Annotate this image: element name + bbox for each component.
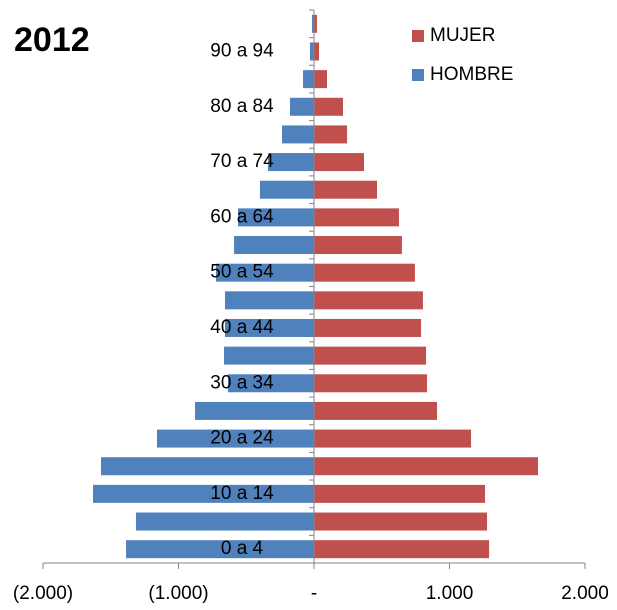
- bar: [237, 208, 314, 227]
- bar: [314, 236, 402, 255]
- x-tick-label: 2.000: [561, 583, 609, 604]
- bar: [314, 457, 538, 476]
- y-tick-label: 0 a 4: [221, 538, 264, 559]
- bar: [309, 42, 314, 61]
- bar: [314, 263, 415, 282]
- bar: [303, 70, 314, 89]
- legend-swatch: [412, 69, 424, 81]
- legend-label: HOMBRE: [430, 64, 513, 85]
- bar: [227, 374, 314, 393]
- bar: [268, 153, 314, 172]
- bar: [314, 14, 317, 33]
- y-tick-label: 40 a 44: [210, 317, 274, 338]
- y-tick-label: 90 a 94: [210, 40, 274, 61]
- bar: [234, 236, 314, 255]
- y-tick-label: 80 a 84: [210, 96, 274, 117]
- bar: [314, 484, 486, 503]
- legend-label: MUJER: [430, 25, 495, 46]
- bar: [314, 540, 490, 559]
- bar: [224, 346, 314, 365]
- y-tick-label: 60 a 64: [210, 206, 274, 227]
- bar: [314, 97, 343, 116]
- bar: [314, 125, 348, 144]
- bar: [314, 70, 328, 89]
- bar: [314, 208, 399, 227]
- x-tick-label: (1.000): [148, 583, 208, 604]
- bar: [314, 429, 472, 448]
- bar: [195, 401, 314, 420]
- bar: [156, 429, 314, 448]
- bar: [314, 42, 320, 61]
- bar: [314, 291, 423, 310]
- bar: [314, 318, 422, 337]
- y-tick-label: 20 a 24: [210, 428, 274, 449]
- bar: [126, 540, 315, 559]
- bar: [290, 97, 314, 116]
- legend-swatch: [412, 30, 424, 42]
- bar: [92, 484, 314, 503]
- bar: [216, 263, 314, 282]
- y-tick-label: 50 a 54: [210, 262, 274, 283]
- bar: [135, 512, 314, 531]
- y-tick-label: 10 a 14: [210, 483, 274, 504]
- x-tick-label: (2.000): [13, 583, 73, 604]
- y-tick-label: 70 a 74: [210, 151, 274, 172]
- bar: [314, 153, 364, 172]
- y-tick-label: 30 a 34: [210, 372, 274, 393]
- bar: [224, 318, 314, 337]
- x-tick-label: -: [311, 583, 317, 604]
- bar: [282, 125, 314, 144]
- bar: [314, 401, 438, 420]
- bar: [314, 180, 378, 199]
- bar: [100, 457, 314, 476]
- bar: [314, 512, 488, 531]
- bar: [314, 374, 428, 393]
- bar: [311, 14, 314, 33]
- bar: [259, 180, 314, 199]
- chart-title: 2012: [14, 21, 90, 59]
- bar: [224, 291, 314, 310]
- x-tick-label: 1.000: [426, 583, 474, 604]
- bar: [314, 346, 427, 365]
